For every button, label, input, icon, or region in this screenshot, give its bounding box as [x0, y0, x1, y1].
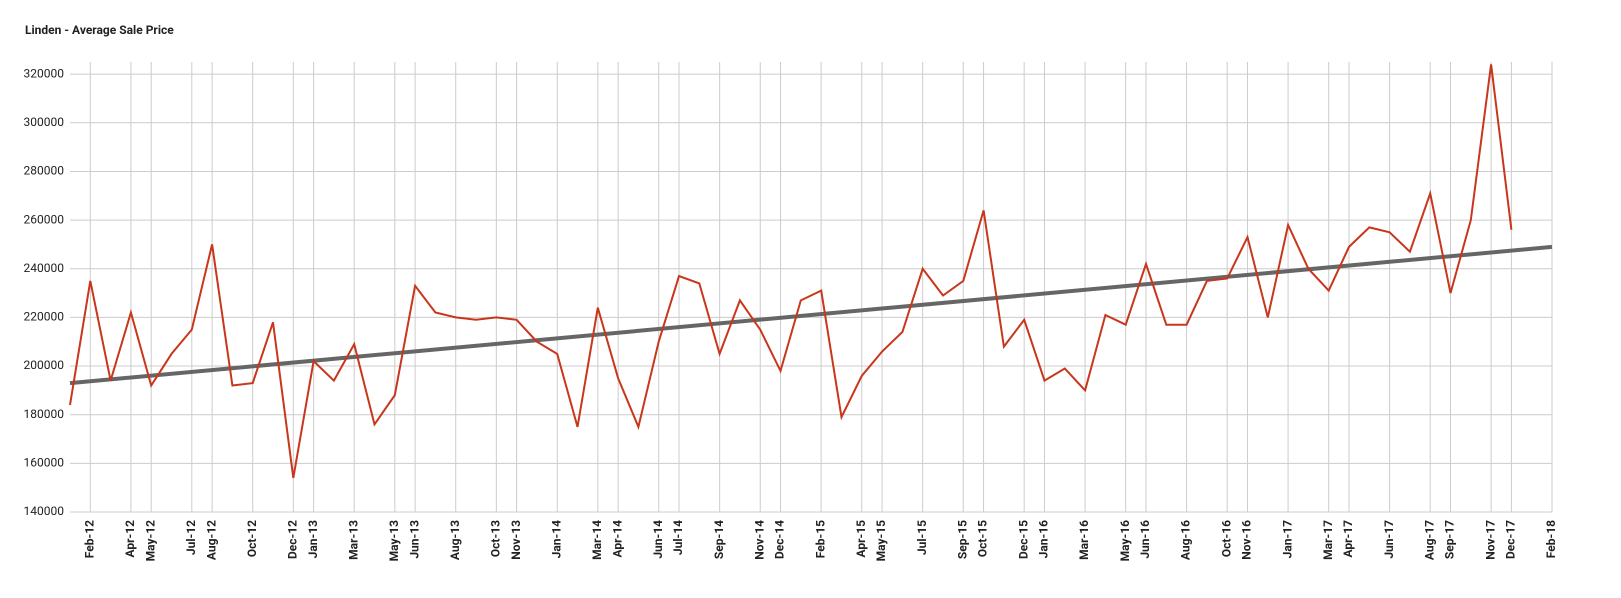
x-tick-label: Mar-16: [1077, 520, 1091, 560]
x-tick-label: Jul-15: [915, 520, 929, 555]
x-tick-label: May-16: [1118, 520, 1132, 561]
x-tick-label: Dec-15: [1016, 520, 1030, 559]
x-tick-label: Apr-12: [123, 520, 137, 558]
x-tick-label: Nov-13: [509, 520, 523, 560]
y-tick-label: 220000: [24, 310, 65, 324]
x-tick-label: Jul-14: [671, 520, 685, 555]
x-tick-label: Jun-14: [651, 520, 665, 559]
x-tick-label: Dec-14: [773, 520, 787, 559]
y-tick-label: 260000: [24, 212, 65, 226]
x-tick-label: Mar-13: [346, 520, 360, 560]
x-tick-label: May-12: [143, 520, 157, 561]
x-tick-label: Jan-17: [1280, 520, 1294, 558]
y-tick-label: 320000: [24, 66, 65, 80]
chart-title: Linden - Average Sale Price: [25, 23, 174, 37]
x-tick-label: Apr-14: [610, 520, 624, 558]
x-tick-label: May-15: [874, 520, 888, 561]
x-tick-label: Sep-14: [712, 520, 726, 559]
x-tick-label: Nov-16: [1240, 520, 1254, 560]
y-tick-label: 280000: [24, 164, 65, 178]
x-tick-label: Feb-15: [813, 520, 827, 558]
x-tick-label: Jul-12: [184, 520, 198, 555]
x-tick-label: Jun-13: [407, 520, 421, 559]
x-tick-label: Nov-17: [1483, 520, 1497, 560]
x-tick-label: Mar-17: [1321, 520, 1335, 560]
y-tick-label: 180000: [24, 407, 65, 421]
y-tick-label: 200000: [24, 358, 65, 372]
y-tick-label: 140000: [24, 504, 65, 518]
x-tick-label: Feb-12: [82, 520, 96, 558]
data-line: [69, 64, 1513, 479]
x-tick-label: Oct-12: [245, 520, 259, 557]
x-tick-label: Oct-13: [489, 520, 503, 557]
x-tick-label: Apr-15: [854, 520, 868, 558]
x-tick-label: Jun-16: [1138, 520, 1152, 559]
x-tick-label: Sep-17: [1443, 520, 1457, 559]
x-tick-label: Jan-14: [549, 520, 563, 558]
y-tick-label: 300000: [24, 115, 65, 129]
x-tick-label: Oct-15: [976, 520, 990, 557]
y-tick-label: 160000: [24, 456, 65, 470]
x-tick-label: Dec-17: [1504, 520, 1518, 559]
y-tick-label: 240000: [24, 261, 65, 275]
x-tick-label: Oct-16: [1219, 520, 1233, 557]
x-tick-label: Dec-12: [285, 520, 299, 559]
x-tick-label: Aug-17: [1422, 520, 1436, 560]
x-tick-label: Jan-13: [306, 520, 320, 558]
x-tick-label: May-13: [387, 520, 401, 561]
x-tick-label: Apr-17: [1341, 520, 1355, 558]
x-tick-label: Feb-18: [1544, 520, 1558, 558]
x-tick-label: Nov-14: [752, 520, 766, 560]
x-tick-label: Mar-14: [590, 520, 604, 560]
x-tick-label: Jun-17: [1382, 520, 1396, 559]
x-tick-label: Aug-13: [448, 520, 462, 560]
x-tick-label: Jan-16: [1037, 520, 1051, 558]
trend-line: [69, 244, 1553, 386]
x-tick-label: Aug-12: [204, 520, 218, 560]
x-tick-label: Sep-15: [955, 520, 969, 559]
x-tick-label: Aug-16: [1179, 520, 1193, 560]
